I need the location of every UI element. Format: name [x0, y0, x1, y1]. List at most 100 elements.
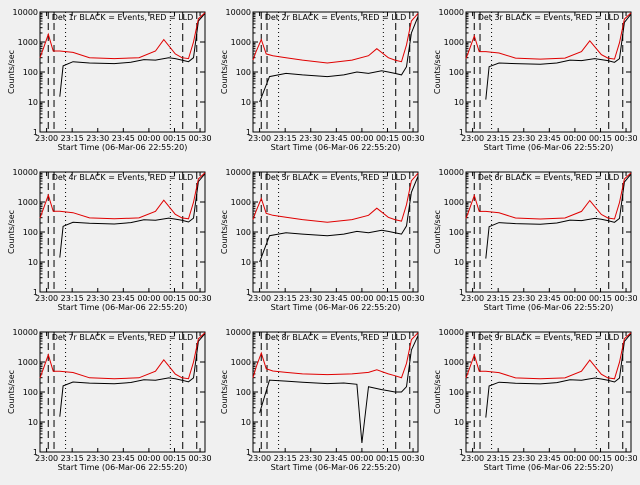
- x-tick-label: 23:45: [112, 294, 135, 303]
- y-tick-label: 10: [241, 98, 251, 107]
- y-tick-label: 1000: [444, 38, 464, 47]
- x-axis-label: Start Time (06-Mar-06 22:55:20): [484, 463, 614, 472]
- x-axis-label: Start Time (06-Mar-06 22:55:20): [58, 303, 188, 312]
- series-line-lld: [252, 13, 419, 64]
- x-tick-label: 23:30: [86, 454, 109, 463]
- x-axis-label: Start Time (06-Mar-06 22:55:20): [271, 143, 401, 152]
- chart-title: Det 2r BLACK = Events, RED = LLD: [265, 13, 407, 22]
- x-tick-label: 00:00: [563, 134, 586, 143]
- x-tick-label: 00:30: [189, 294, 212, 303]
- y-tick-label: 1: [459, 288, 464, 297]
- y-tick-label: 10: [454, 98, 464, 107]
- x-tick-label: 23:30: [512, 294, 535, 303]
- chart-title: Det 5r BLACK = Events, RED = LLD: [265, 173, 407, 182]
- y-tick-label: 10000: [226, 8, 251, 17]
- series-line-lld: [465, 172, 632, 220]
- series-line-events: [59, 173, 206, 258]
- x-tick-label: 23:00: [461, 454, 484, 463]
- plot-frame: [39, 171, 206, 293]
- x-tick-label: 23:30: [299, 454, 322, 463]
- x-tick-label: 23:00: [248, 134, 271, 143]
- plot-frame: [465, 11, 632, 133]
- x-tick-label: 23:15: [487, 134, 510, 143]
- chart-panel-3: Det 3r BLACK = Events, RED = LLD 1 10 100 10…: [433, 8, 638, 152]
- x-axis-label: Start Time (06-Mar-06 22:55:20): [484, 143, 614, 152]
- y-tick-label: 10000: [226, 328, 251, 337]
- series-line-events: [59, 333, 206, 417]
- x-tick-label: 00:30: [402, 294, 425, 303]
- x-tick-label: 23:00: [35, 294, 58, 303]
- y-tick-label: 1: [33, 448, 38, 457]
- y-tick-label: 1000: [444, 358, 464, 367]
- x-tick-label: 23:00: [461, 134, 484, 143]
- y-tick-label: 10000: [439, 168, 464, 177]
- chart-title: Det 4r BLACK = Events, RED = LLD: [52, 173, 194, 182]
- y-tick-label: 1: [459, 128, 464, 137]
- series-line-events: [59, 13, 206, 97]
- x-tick-label: 23:45: [538, 134, 561, 143]
- y-tick-label: 100: [449, 68, 464, 77]
- y-tick-label: 100: [236, 228, 251, 237]
- y-tick-label: 10: [241, 258, 251, 267]
- x-axis-label: Start Time (06-Mar-06 22:55:20): [271, 463, 401, 472]
- chart-title: Det 6r BLACK = Events, RED = LLD: [478, 173, 620, 182]
- series-line-lld: [39, 172, 206, 220]
- x-tick-label: 23:00: [461, 294, 484, 303]
- y-tick-label: 10: [454, 418, 464, 427]
- plot-frame: [252, 11, 419, 133]
- x-tick-label: 00:30: [615, 134, 638, 143]
- series-line-events: [259, 176, 419, 263]
- y-tick-label: 100: [236, 388, 251, 397]
- series-line-lld: [39, 332, 206, 380]
- y-axis-label: Counts/sec: [433, 370, 442, 414]
- x-tick-label: 23:30: [86, 134, 109, 143]
- x-axis-label: Start Time (06-Mar-06 22:55:20): [484, 303, 614, 312]
- x-axis-label: Start Time (06-Mar-06 22:55:20): [58, 463, 188, 472]
- x-tick-label: 23:15: [61, 134, 84, 143]
- y-tick-label: 10: [241, 418, 251, 427]
- x-tick-label: 00:30: [615, 454, 638, 463]
- chart-panel-2: Det 2r BLACK = Events, RED = LLD 1 10 100 10…: [220, 8, 425, 152]
- chart-title: Det 9r BLACK = Events, RED = LLD: [478, 333, 620, 342]
- x-tick-label: 00:00: [137, 134, 160, 143]
- chart-title: Det 8r BLACK = Events, RED = LLD: [265, 333, 407, 342]
- y-tick-label: 10: [28, 98, 38, 107]
- y-tick-label: 100: [449, 228, 464, 237]
- x-tick-label: 23:00: [248, 454, 271, 463]
- x-tick-label: 00:15: [376, 294, 399, 303]
- y-tick-label: 1000: [18, 38, 38, 47]
- x-tick-label: 00:30: [189, 454, 212, 463]
- x-tick-label: 23:15: [487, 294, 510, 303]
- y-axis-label: Counts/sec: [433, 210, 442, 254]
- x-axis-label: Start Time (06-Mar-06 22:55:20): [58, 143, 188, 152]
- x-tick-label: 23:30: [299, 294, 322, 303]
- y-tick-label: 10000: [226, 168, 251, 177]
- chart-panel-5: Det 5r BLACK = Events, RED = LLD 1 10 100 10…: [220, 168, 425, 312]
- series-line-lld: [465, 332, 632, 380]
- series-line-events: [259, 16, 419, 103]
- x-tick-label: 00:30: [402, 134, 425, 143]
- y-tick-label: 100: [449, 388, 464, 397]
- y-tick-label: 100: [23, 228, 38, 237]
- x-tick-label: 00:00: [563, 294, 586, 303]
- chart-panel-4: Det 4r BLACK = Events, RED = LLD 1 10 100 10…: [7, 168, 212, 312]
- y-axis-label: Counts/sec: [7, 50, 16, 94]
- x-tick-label: 23:45: [538, 294, 561, 303]
- chart-title: Det 7r BLACK = Events, RED = LLD: [52, 333, 194, 342]
- series-line-lld: [252, 332, 419, 379]
- x-tick-label: 23:30: [512, 134, 535, 143]
- x-tick-label: 23:45: [112, 134, 135, 143]
- y-tick-label: 10000: [13, 8, 38, 17]
- chart-panel-6: Det 6r BLACK = Events, RED = LLD 1 10 100 10…: [433, 168, 638, 312]
- chart-panel-1: Det 1r BLACK = Events, RED = LLD 1 10 100 10…: [7, 8, 212, 152]
- x-tick-label: 23:15: [274, 454, 297, 463]
- chart-panel-8: Det 8r BLACK = Events, RED = LLD 1 10 100 10…: [220, 328, 425, 472]
- x-tick-label: 00:15: [589, 134, 612, 143]
- x-tick-label: 00:15: [589, 294, 612, 303]
- x-tick-label: 00:30: [189, 134, 212, 143]
- y-tick-label: 10000: [13, 168, 38, 177]
- y-axis-label: Counts/sec: [220, 210, 229, 254]
- x-tick-label: 00:30: [402, 454, 425, 463]
